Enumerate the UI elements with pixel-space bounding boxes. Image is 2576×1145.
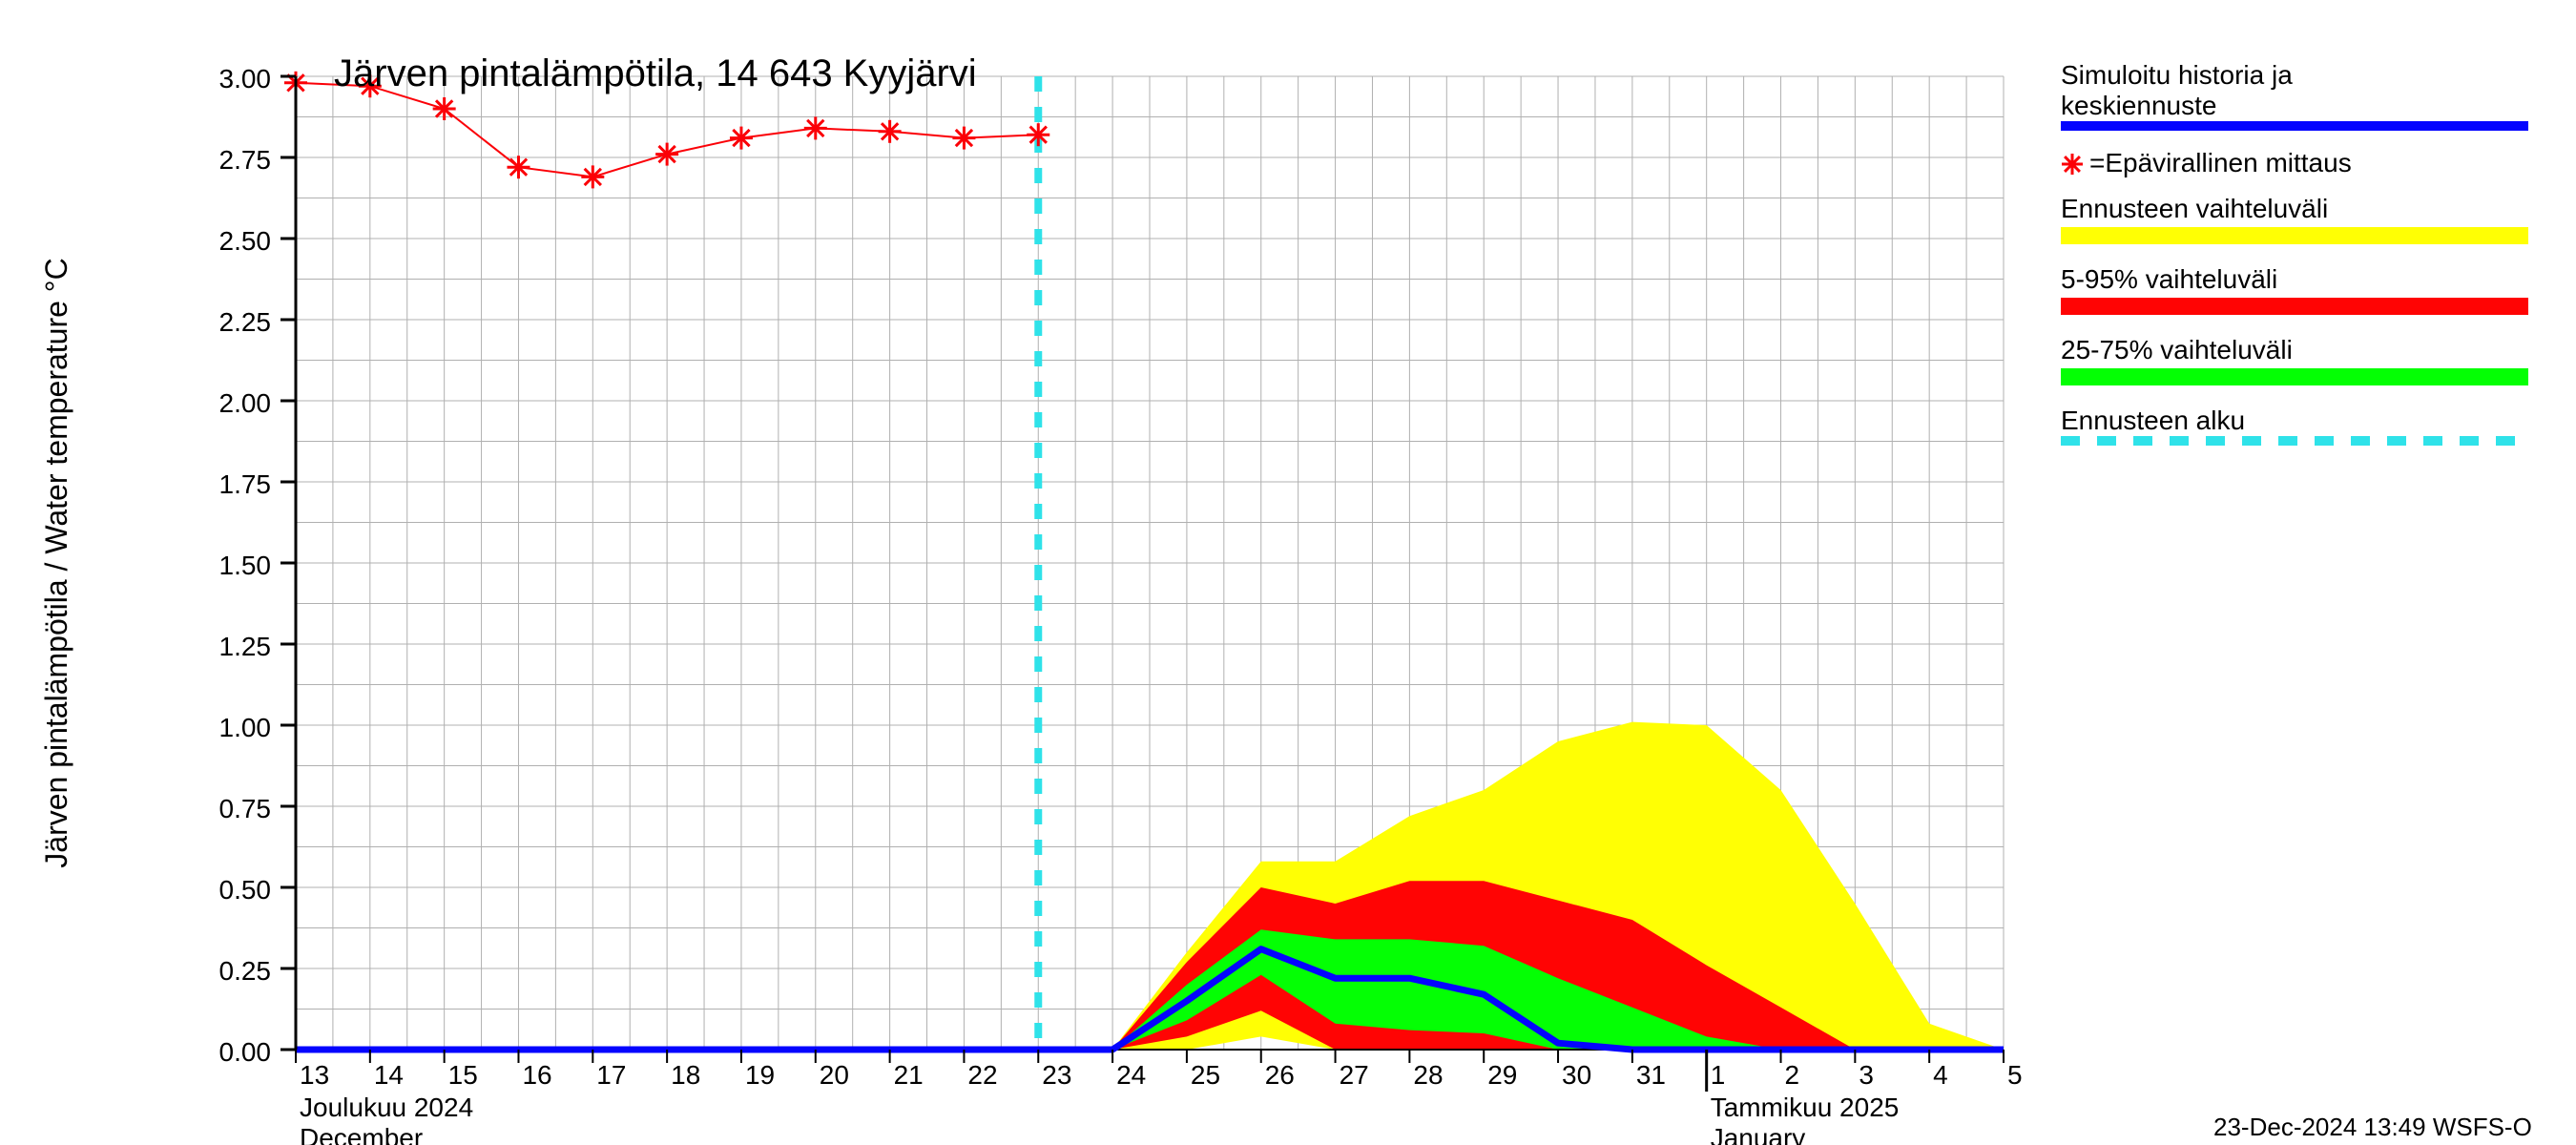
y-tick-label: 2.25 [219,307,272,337]
y-tick-label: 2.75 [219,145,272,175]
measurement-marker [879,120,902,143]
legend-swatch-band [2061,298,2528,315]
y-tick-label: 0.00 [219,1037,272,1067]
y-tick-label: 3.00 [219,64,272,94]
x-tick-label: 19 [745,1060,775,1090]
x-tick-label: 4 [1933,1060,1948,1090]
measurement-marker [2062,154,2083,175]
x-month-label: January [1711,1123,1806,1145]
x-tick-label: 27 [1340,1060,1369,1090]
x-tick-label: 17 [596,1060,626,1090]
y-tick-label: 1.25 [219,632,272,661]
legend-label: 25-75% vaihteluväli [2061,335,2293,364]
measurement-marker [433,97,456,120]
y-tick-label: 0.25 [219,956,272,986]
x-tick-label: 26 [1265,1060,1295,1090]
measurement-marker [1027,123,1049,146]
legend-swatch-band [2061,227,2528,244]
legend-label: 5-95% vaihteluväli [2061,264,2277,294]
measurement-marker [581,165,604,188]
x-tick-label: 31 [1636,1060,1666,1090]
chart-container: 0.00 0.25 0.50 0.75 1.00 1.25 1.50 1.75 2.00 2.25… [0,0,2576,1145]
x-tick-label: 23 [1042,1060,1071,1090]
legend-label: keskiennuste [2061,91,2216,120]
measurement-marker [730,127,753,150]
x-tick-label: 25 [1191,1060,1220,1090]
x-month-label: December [300,1123,423,1145]
x-tick-label: 5 [2007,1060,2023,1090]
y-tick-label: 1.75 [219,469,272,499]
x-tick-label: 14 [374,1060,404,1090]
x-tick-label: 1 [1711,1060,1726,1090]
legend-label: Simuloitu historia ja [2061,60,2293,90]
x-tick-label: 16 [522,1060,551,1090]
x-tick-label: 28 [1413,1060,1443,1090]
legend-label: =Epävirallinen mittaus [2089,148,2352,177]
y-tick-label: 1.00 [219,713,272,742]
legend-label: Ennusteen alku [2061,406,2245,435]
chart-svg: 0.00 0.25 0.50 0.75 1.00 1.25 1.50 1.75 2.00 2.25… [0,0,2576,1145]
y-tick-label: 1.50 [219,551,272,580]
x-month-label: Tammikuu 2025 [1711,1093,1900,1122]
x-month-label: Joulukuu 2024 [300,1093,473,1122]
x-tick-label: 24 [1116,1060,1146,1090]
y-tick-label: 0.50 [219,875,272,905]
x-tick-label: 2 [1785,1060,1800,1090]
measurement-marker [952,127,975,150]
legend-swatch-band [2061,368,2528,385]
x-tick-label: 15 [448,1060,478,1090]
y-tick-label: 0.75 [219,794,272,823]
x-tick-label: 30 [1562,1060,1591,1090]
y-tick-label: 2.00 [219,388,272,418]
legend-label: Ennusteen vaihteluväli [2061,194,2328,223]
x-tick-label: 29 [1487,1060,1517,1090]
y-axis-label: Järven pintalämpötila / Water temperatur… [39,258,73,867]
y-tick-label: 2.50 [219,226,272,256]
x-tick-label: 18 [671,1060,700,1090]
x-tick-label: 13 [300,1060,329,1090]
measurement-marker [655,143,678,166]
x-tick-label: 22 [967,1060,997,1090]
x-tick-label: 3 [1859,1060,1874,1090]
chart-title: Järven pintalämpötila, 14 643 Kyyjärvi [334,52,977,94]
x-tick-label: 20 [820,1060,849,1090]
footer-timestamp: 23-Dec-2024 13:49 WSFS-O [2213,1113,2532,1141]
measurement-marker [804,116,827,139]
x-tick-label: 21 [894,1060,924,1090]
measurement-marker [507,156,530,178]
